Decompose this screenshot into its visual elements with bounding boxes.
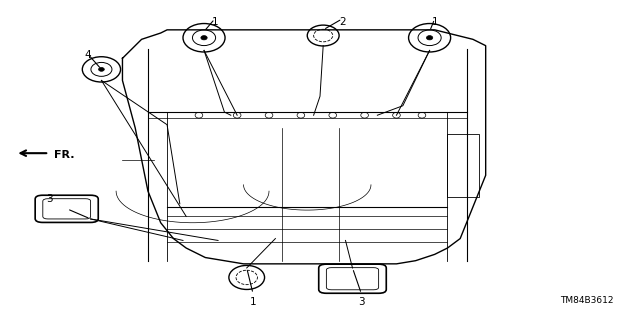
Text: 3: 3	[358, 297, 365, 307]
Ellipse shape	[426, 36, 433, 40]
Text: 1: 1	[212, 17, 218, 27]
Ellipse shape	[99, 68, 104, 71]
Text: 4: 4	[84, 50, 91, 60]
Bar	[447, 134, 479, 197]
Text: 1: 1	[250, 297, 257, 307]
Text: 2: 2	[339, 17, 346, 27]
Text: 1: 1	[431, 17, 438, 27]
Ellipse shape	[201, 36, 207, 40]
Text: FR.: FR.	[54, 150, 74, 160]
Text: 3: 3	[46, 194, 52, 204]
Text: TM84B3612: TM84B3612	[559, 296, 613, 305]
